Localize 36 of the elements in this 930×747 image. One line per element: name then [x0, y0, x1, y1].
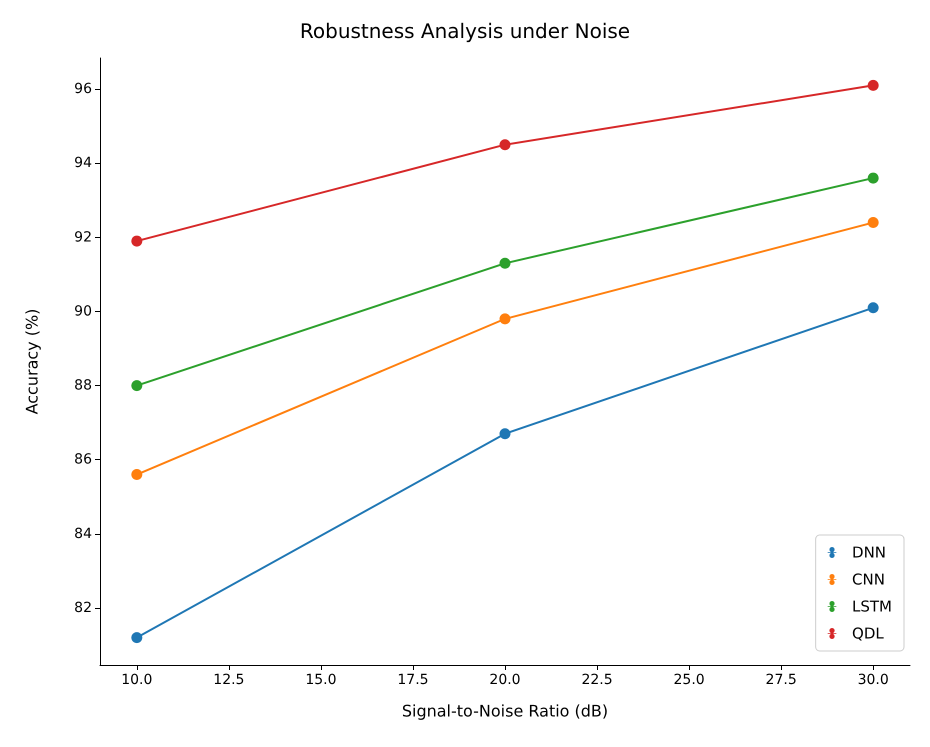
y-tick-label: 82 — [74, 600, 92, 616]
x-tick-label: 10.0 — [121, 672, 152, 688]
x-tick-label: 27.5 — [766, 672, 797, 688]
x-tick-label: 22.5 — [581, 672, 613, 688]
legend-label: CNN — [852, 570, 885, 588]
x-tick-label: 17.5 — [397, 672, 429, 688]
point — [868, 217, 879, 228]
point — [500, 258, 510, 269]
point — [500, 428, 510, 440]
point — [500, 313, 510, 324]
x-tick-label: 15.0 — [305, 672, 336, 688]
y-tick-label: 88 — [74, 378, 92, 394]
point — [131, 632, 142, 644]
y-tick-label: 84 — [74, 526, 92, 542]
x-tick-label: 25.0 — [674, 672, 705, 688]
point — [868, 302, 879, 314]
point — [131, 380, 142, 392]
chart-title: Robustness Analysis under Noise — [300, 19, 630, 43]
y-tick-label: 96 — [74, 81, 92, 98]
y-tick-label: 92 — [74, 229, 92, 246]
x-tick-label: 12.5 — [213, 672, 244, 688]
x-axis-title: Signal-to-Noise Ratio (dB) — [402, 702, 608, 720]
legend-label: DNN — [852, 544, 886, 562]
x-tick-label: 30.0 — [858, 672, 889, 688]
point — [131, 469, 142, 480]
y-tick-label: 86 — [74, 452, 92, 468]
point — [131, 236, 142, 247]
legend-label: LSTM — [852, 598, 892, 616]
y-tick-label: 90 — [74, 303, 92, 320]
y-tick-label: 94 — [74, 155, 92, 172]
point — [868, 172, 879, 184]
x-tick-label: 20.0 — [489, 672, 521, 688]
point — [868, 80, 879, 91]
point — [500, 139, 510, 150]
y-axis-title: Accuracy (%) — [22, 308, 42, 414]
legend-label: QDL — [852, 624, 884, 642]
